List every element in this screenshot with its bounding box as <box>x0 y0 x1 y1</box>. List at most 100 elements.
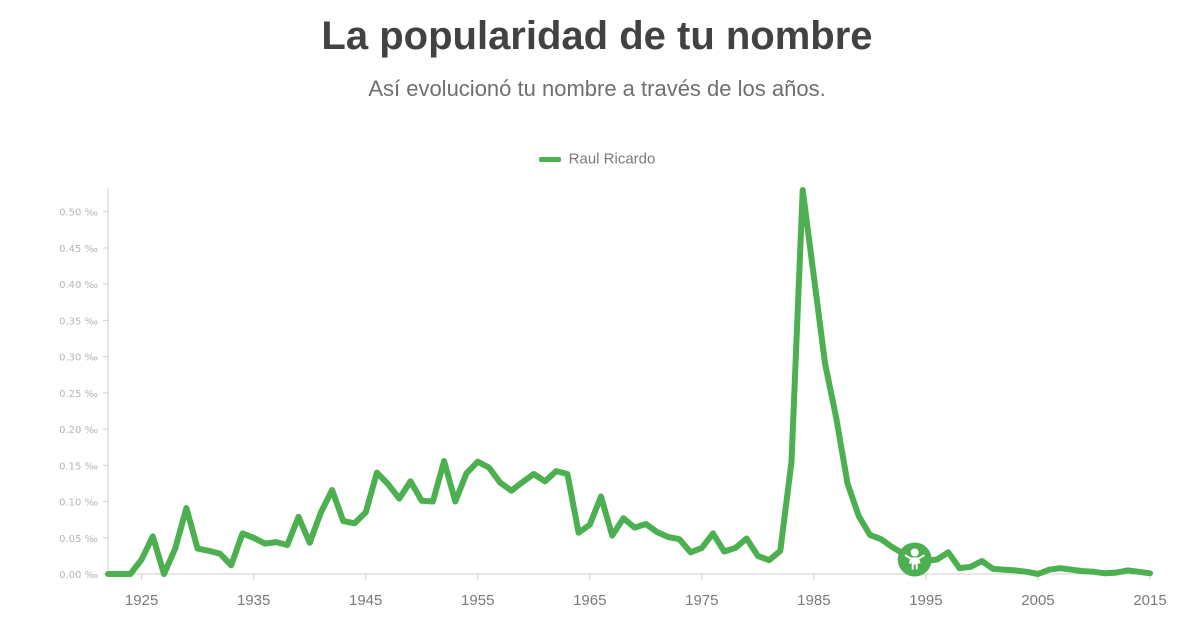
year-marker[interactable] <box>897 542 932 577</box>
data-point[interactable] <box>531 471 537 477</box>
data-point[interactable] <box>464 470 470 476</box>
data-point[interactable] <box>564 471 570 477</box>
data-point[interactable] <box>1091 569 1097 575</box>
data-point[interactable] <box>766 557 772 563</box>
x-tick-label: 1965 <box>573 592 606 609</box>
data-point[interactable] <box>553 468 559 474</box>
data-point[interactable] <box>116 571 122 577</box>
data-point[interactable] <box>542 478 548 484</box>
data-point[interactable] <box>363 509 369 515</box>
data-point[interactable] <box>945 549 951 555</box>
data-point[interactable] <box>430 499 436 505</box>
data-point[interactable] <box>452 499 458 505</box>
data-point[interactable] <box>676 536 682 542</box>
series-line-raul-ricardo <box>105 187 1153 577</box>
data-point[interactable] <box>800 187 806 193</box>
data-point[interactable] <box>262 541 268 547</box>
data-point[interactable] <box>665 534 671 540</box>
data-point[interactable] <box>161 571 167 577</box>
data-point[interactable] <box>1136 569 1142 575</box>
data-point[interactable] <box>1046 567 1052 573</box>
data-point[interactable] <box>206 548 212 554</box>
data-point[interactable] <box>833 415 839 421</box>
data-point[interactable] <box>408 478 414 484</box>
data-point[interactable] <box>755 553 761 559</box>
data-point[interactable] <box>139 557 145 563</box>
data-point[interactable] <box>183 505 189 511</box>
data-point[interactable] <box>228 562 234 568</box>
data-point[interactable] <box>150 533 156 539</box>
data-point[interactable] <box>508 488 514 494</box>
data-point[interactable] <box>744 535 750 541</box>
data-point[interactable] <box>1147 570 1153 576</box>
data-point[interactable] <box>127 571 133 577</box>
data-point[interactable] <box>710 530 716 536</box>
data-point[interactable] <box>732 545 738 551</box>
data-point[interactable] <box>1102 570 1108 576</box>
data-point[interactable] <box>340 518 346 524</box>
data-point[interactable] <box>520 479 526 485</box>
data-point[interactable] <box>822 361 828 367</box>
data-point[interactable] <box>251 535 257 541</box>
chart-legend[interactable]: Raul Ricardo <box>0 150 1194 168</box>
data-point[interactable] <box>1001 567 1007 573</box>
data-point[interactable] <box>1057 565 1063 571</box>
data-point[interactable] <box>273 539 279 545</box>
data-point[interactable] <box>1035 571 1041 577</box>
data-point[interactable] <box>1080 568 1086 574</box>
data-point[interactable] <box>957 565 963 571</box>
data-point[interactable] <box>688 549 694 555</box>
data-point[interactable] <box>620 515 626 521</box>
data-point[interactable] <box>1113 570 1119 576</box>
data-point[interactable] <box>968 564 974 570</box>
data-point[interactable] <box>721 549 727 555</box>
x-tick-label: 1955 <box>461 592 494 609</box>
x-tick-label: 1995 <box>909 592 942 609</box>
data-point[interactable] <box>486 464 492 470</box>
data-point[interactable] <box>195 546 201 552</box>
data-point[interactable] <box>990 566 996 572</box>
data-point[interactable] <box>878 536 884 542</box>
data-point[interactable] <box>374 470 380 476</box>
data-point[interactable] <box>811 274 817 280</box>
data-point[interactable] <box>318 509 324 515</box>
data-point[interactable] <box>587 522 593 528</box>
data-point[interactable] <box>777 548 783 554</box>
y-tick-label: 0.10 ‰ <box>59 498 98 509</box>
y-tick-label: 0.40 ‰ <box>59 280 98 291</box>
data-point[interactable] <box>419 498 425 504</box>
data-point[interactable] <box>598 493 604 499</box>
data-point[interactable] <box>284 542 290 548</box>
data-point[interactable] <box>867 532 873 538</box>
data-point[interactable] <box>576 530 582 536</box>
data-point[interactable] <box>632 525 638 531</box>
data-point[interactable] <box>475 459 481 465</box>
y-tick-label: 0.00 ‰ <box>59 570 98 581</box>
data-point[interactable] <box>217 551 223 557</box>
data-point[interactable] <box>497 480 503 486</box>
data-point[interactable] <box>351 520 357 526</box>
data-point[interactable] <box>1024 569 1030 575</box>
data-point[interactable] <box>307 540 313 546</box>
data-point[interactable] <box>788 459 794 465</box>
data-point[interactable] <box>889 544 895 550</box>
data-point[interactable] <box>441 458 447 464</box>
data-point[interactable] <box>934 557 940 563</box>
data-point[interactable] <box>1013 567 1019 573</box>
data-point[interactable] <box>1069 567 1075 573</box>
data-point[interactable] <box>643 521 649 527</box>
data-point[interactable] <box>239 530 245 536</box>
data-point[interactable] <box>844 480 850 486</box>
data-point[interactable] <box>856 513 862 519</box>
data-point[interactable] <box>654 529 660 535</box>
data-point[interactable] <box>609 533 615 539</box>
data-point[interactable] <box>979 558 985 564</box>
data-point[interactable] <box>699 545 705 551</box>
data-point[interactable] <box>1125 567 1131 573</box>
data-point[interactable] <box>385 481 391 487</box>
data-point[interactable] <box>396 496 402 502</box>
data-point[interactable] <box>329 487 335 493</box>
data-point[interactable] <box>105 571 111 577</box>
data-point[interactable] <box>172 546 178 552</box>
data-point[interactable] <box>295 514 301 520</box>
